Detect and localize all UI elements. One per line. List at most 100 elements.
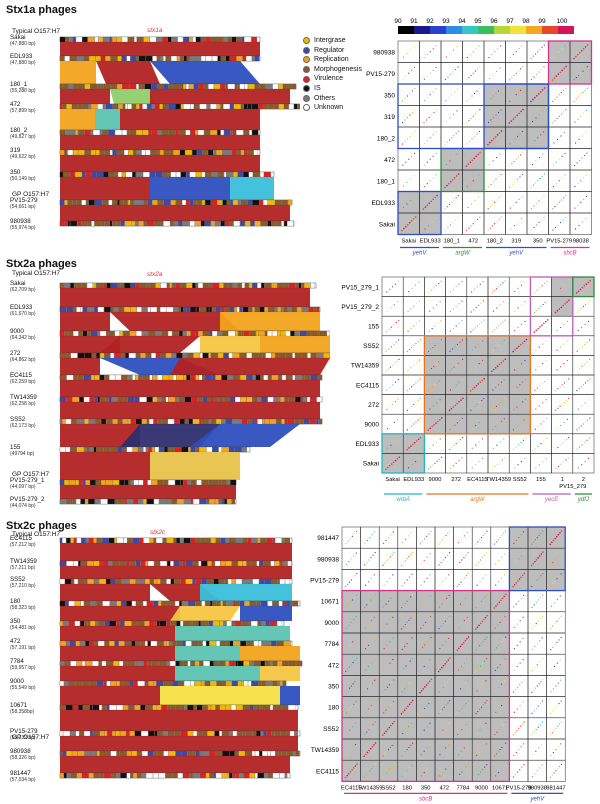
alignment-dot	[520, 576, 522, 578]
gene-arrow	[216, 640, 220, 647]
gene-arrow	[142, 374, 150, 381]
matrix-row-label: 180_1	[377, 178, 395, 185]
gene-arrow	[81, 772, 89, 779]
alignment-dot	[546, 378, 548, 380]
alignment-dot	[533, 205, 535, 207]
gene-arrow	[252, 282, 258, 289]
alignment-dot	[347, 583, 349, 585]
gene-arrow	[217, 199, 223, 206]
gene-arrow	[199, 103, 207, 110]
alignment-dot	[498, 687, 500, 689]
gene-arrow	[90, 600, 97, 607]
gene-arrow	[130, 199, 134, 206]
alignment-dot	[387, 706, 390, 708]
alignment-dot	[461, 771, 463, 773]
alignment-dot	[410, 722, 413, 724]
alignment-dot	[530, 564, 533, 567]
gene-arrow	[242, 306, 249, 313]
alignment-dot	[445, 726, 447, 728]
matrix-cell	[397, 126, 420, 149]
gene-arrow	[103, 282, 107, 289]
alignment-dot	[584, 402, 586, 404]
alignment-dot	[345, 543, 347, 545]
alignment-dot	[561, 69, 563, 72]
gene-arrow	[112, 560, 120, 567]
gene-arrow	[272, 537, 275, 544]
gene-arrow	[226, 640, 230, 647]
matrix-cell	[440, 40, 463, 63]
alignment-dot	[432, 69, 434, 71]
gene-arrow	[265, 660, 270, 667]
alignment-dot	[520, 441, 522, 444]
alignment-dot	[503, 765, 506, 767]
gene-arrow	[103, 680, 107, 687]
alignment-dot	[560, 721, 562, 723]
alignment-dot	[402, 56, 405, 58]
gene-arrow	[84, 620, 88, 627]
matrix-cell	[548, 126, 571, 149]
gene-arrow	[235, 660, 238, 667]
genome-size: (64,342 bp)	[10, 335, 36, 341]
matrix-col-label: 2	[582, 477, 585, 483]
gene-arrow	[176, 640, 183, 647]
gene-arrow	[233, 103, 241, 110]
matrix-cell	[551, 413, 574, 435]
alignment-dot	[539, 618, 542, 620]
alignment-dot	[449, 291, 452, 293]
alignment-dot	[495, 114, 497, 116]
gene-arrow	[99, 560, 102, 567]
gene-arrow	[149, 36, 157, 43]
matrix-row-label: 9000	[365, 422, 380, 429]
alignment-dot	[447, 226, 449, 229]
alignment-dot	[428, 533, 430, 535]
matrix-cell	[509, 632, 529, 655]
stx2c-section: Stx2c phages Typical O157:H7 stx2c GP O1…	[0, 517, 600, 804]
alignment-dot	[348, 709, 350, 711]
legend-label: Virulence	[314, 75, 344, 83]
alignment-dot	[371, 768, 373, 770]
alignment-dot	[559, 287, 562, 289]
alignment-dot	[411, 764, 413, 766]
gene-arrow	[89, 396, 95, 403]
gene-arrow	[162, 537, 167, 544]
alignment-dot	[394, 459, 397, 462]
alignment-dot	[503, 744, 505, 746]
matrix-cell	[487, 433, 510, 454]
alignment-dot	[497, 111, 500, 114]
gene-arrow	[138, 374, 143, 381]
alignment-dot	[523, 764, 525, 766]
alignment-dot	[435, 174, 437, 176]
gene-arrow	[235, 578, 242, 585]
alignment-dot	[466, 531, 468, 534]
alignment-dot	[408, 158, 410, 160]
matrix-col-group-label: PV15_279	[559, 484, 586, 490]
alignment-dot	[382, 776, 384, 778]
alignment-dot	[541, 383, 543, 385]
alignment-dot	[433, 424, 435, 426]
alignment-dot	[500, 381, 503, 383]
alignment-dot	[449, 389, 452, 391]
alignment-dot	[520, 534, 522, 536]
alignment-dot	[499, 461, 501, 463]
matrix-cell	[527, 696, 547, 719]
alignment-dot	[383, 584, 385, 586]
alignment-dot	[426, 641, 428, 643]
homology-band	[60, 566, 292, 579]
alignment-dot	[520, 154, 522, 156]
gene-arrow	[232, 772, 236, 779]
alignment-dot	[468, 140, 471, 143]
gene-arrow	[103, 83, 111, 90]
alignment-dot	[563, 131, 566, 134]
gene-arrow	[182, 640, 186, 647]
alignment-dot	[408, 467, 410, 469]
gene-arrow	[66, 103, 72, 110]
alignment-dot	[513, 669, 515, 671]
alignment-dot	[448, 574, 450, 576]
alignment-dot	[401, 775, 403, 778]
alignment-dot	[447, 659, 450, 661]
genome-label: 981447 (57,034 bp)	[10, 770, 36, 784]
alignment-dot	[564, 45, 566, 47]
gene-arrow	[197, 129, 205, 136]
alignment-dot	[350, 685, 352, 687]
matrix-cell	[569, 148, 592, 171]
